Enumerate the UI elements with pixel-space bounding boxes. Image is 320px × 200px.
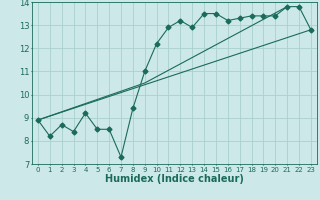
X-axis label: Humidex (Indice chaleur): Humidex (Indice chaleur) [105,174,244,184]
